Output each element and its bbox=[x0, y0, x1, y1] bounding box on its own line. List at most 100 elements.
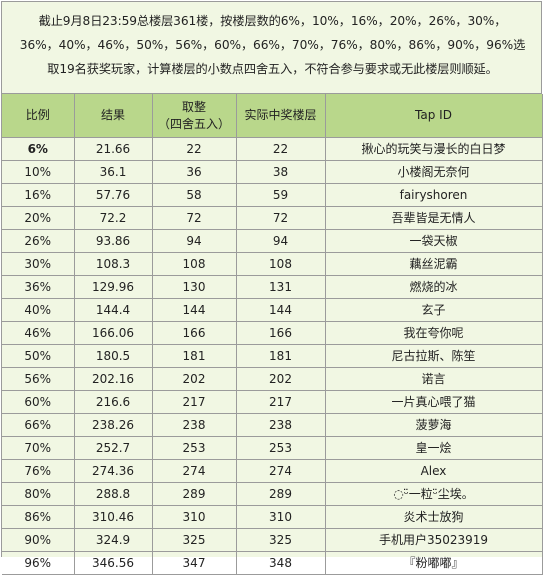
cell-result: 108.3 bbox=[74, 252, 153, 276]
cell-result: 216.6 bbox=[74, 390, 153, 414]
cell-result: 346.56 bbox=[74, 551, 153, 575]
table-row: 16% 57.76 58 59 fairyshoren bbox=[2, 183, 543, 207]
cell-ratio: 50% bbox=[2, 344, 75, 368]
cell-result: 144.4 bbox=[74, 298, 153, 322]
cell-actual-floor: 94 bbox=[236, 229, 326, 253]
table-row: 40% 144.4 144 144 玄子 bbox=[2, 298, 543, 322]
table-row: 76% 274.36 274 274 Alex bbox=[2, 459, 543, 483]
cell-actual-floor: 38 bbox=[236, 160, 326, 184]
table-row: 36% 129.96 130 131 燃烧的冰 bbox=[2, 275, 543, 299]
cell-tap-id: Alex bbox=[325, 459, 543, 483]
cell-rounded: 238 bbox=[152, 413, 237, 437]
table-row: 56% 202.16 202 202 诺言 bbox=[2, 367, 543, 391]
cell-ratio: 96% bbox=[2, 551, 75, 575]
cell-result: 166.06 bbox=[74, 321, 153, 345]
table-row: 96% 346.56 347 348 『粉嘟嘟』 bbox=[2, 551, 543, 575]
cell-tap-id: 『粉嘟嘟』 bbox=[325, 551, 543, 575]
cell-rounded: 22 bbox=[152, 137, 237, 161]
cell-tap-id: 藕丝泥霸 bbox=[325, 252, 543, 276]
cell-result: 93.86 bbox=[74, 229, 153, 253]
header-rounded: 取整 （四舍五入） bbox=[152, 94, 237, 138]
table-header-row: 比例 结果 取整 （四舍五入） 实际中奖楼层 Tap ID bbox=[2, 94, 543, 138]
cell-tap-id: 一袋天椒 bbox=[325, 229, 543, 253]
intro-line-1: 截止9月8日23:59总楼层361楼，按楼层数的6%，10%，16%，20%，2… bbox=[38, 14, 507, 28]
cell-ratio: 76% bbox=[2, 459, 75, 483]
cell-ratio: 46% bbox=[2, 321, 75, 345]
cell-result: 238.26 bbox=[74, 413, 153, 437]
cell-result: 288.8 bbox=[74, 482, 153, 506]
cell-ratio: 80% bbox=[2, 482, 75, 506]
cell-result: 21.66 bbox=[74, 137, 153, 161]
cell-tap-id: 小楼阁无奈何 bbox=[325, 160, 543, 184]
cell-rounded: 347 bbox=[152, 551, 237, 575]
header-rounded-line1: 取整 bbox=[181, 99, 206, 114]
cell-ratio: 10% bbox=[2, 160, 75, 184]
cell-rounded: 166 bbox=[152, 321, 237, 345]
cell-result: 129.96 bbox=[74, 275, 153, 299]
cell-tap-id: 一片真心喂了猫 bbox=[325, 390, 543, 414]
cell-result: 252.7 bbox=[74, 436, 153, 460]
table-row: 80% 288.8 289 289 ◌ᵕ̈一粒ᵕ̈尘埃。 bbox=[2, 482, 543, 506]
header-actual-floor: 实际中奖楼层 bbox=[236, 94, 326, 138]
cell-tap-id: 炎术士放狗 bbox=[325, 505, 543, 529]
cell-ratio: 86% bbox=[2, 505, 75, 529]
cell-result: 310.46 bbox=[74, 505, 153, 529]
cell-tap-id: ◌ᵕ̈一粒ᵕ̈尘埃。 bbox=[325, 482, 543, 506]
table-body: 6% 21.66 22 22 揪心的玩笑与漫长的白日梦 10% 36.1 36 … bbox=[2, 137, 543, 575]
cell-ratio: 6% bbox=[2, 137, 75, 161]
cell-actual-floor: 253 bbox=[236, 436, 326, 460]
cell-ratio: 40% bbox=[2, 298, 75, 322]
cell-rounded: 108 bbox=[152, 252, 237, 276]
intro-text: 截止9月8日23:59总楼层361楼，按楼层数的6%，10%，16%，20%，2… bbox=[2, 2, 542, 94]
cell-tap-id: fairyshoren bbox=[325, 183, 543, 207]
cell-actual-floor: 274 bbox=[236, 459, 326, 483]
cell-ratio: 20% bbox=[2, 206, 75, 230]
table-row: 86% 310.46 310 310 炎术士放狗 bbox=[2, 505, 543, 529]
cell-rounded: 144 bbox=[152, 298, 237, 322]
cell-tap-id: 诺言 bbox=[325, 367, 543, 391]
cell-ratio: 36% bbox=[2, 275, 75, 299]
cell-actual-floor: 131 bbox=[236, 275, 326, 299]
cell-tap-id: 皇一烩 bbox=[325, 436, 543, 460]
header-rounded-line2: （四舍五入） bbox=[157, 116, 230, 131]
cell-ratio: 26% bbox=[2, 229, 75, 253]
cell-tap-id: 揪心的玩笑与漫长的白日梦 bbox=[325, 137, 543, 161]
cell-actual-floor: 348 bbox=[236, 551, 326, 575]
cell-ratio: 70% bbox=[2, 436, 75, 460]
cell-result: 202.16 bbox=[74, 367, 153, 391]
cell-actual-floor: 238 bbox=[236, 413, 326, 437]
cell-tap-id: 吾辈皆是无情人 bbox=[325, 206, 543, 230]
cell-rounded: 217 bbox=[152, 390, 237, 414]
cell-result: 57.76 bbox=[74, 183, 153, 207]
cell-rounded: 72 bbox=[152, 206, 237, 230]
cell-result: 180.5 bbox=[74, 344, 153, 368]
cell-rounded: 325 bbox=[152, 528, 237, 552]
cell-rounded: 94 bbox=[152, 229, 237, 253]
table-row: 60% 216.6 217 217 一片真心喂了猫 bbox=[2, 390, 543, 414]
header-ratio: 比例 bbox=[2, 94, 75, 138]
table-row: 20% 72.2 72 72 吾辈皆是无情人 bbox=[2, 206, 543, 230]
cell-actual-floor: 181 bbox=[236, 344, 326, 368]
table-row: 90% 324.9 325 325 手机用户35023919 bbox=[2, 528, 543, 552]
cell-rounded: 202 bbox=[152, 367, 237, 391]
cell-actual-floor: 310 bbox=[236, 505, 326, 529]
cell-rounded: 130 bbox=[152, 275, 237, 299]
cell-ratio: 60% bbox=[2, 390, 75, 414]
cell-actual-floor: 217 bbox=[236, 390, 326, 414]
cell-result: 274.36 bbox=[74, 459, 153, 483]
cell-ratio: 56% bbox=[2, 367, 75, 391]
cell-result: 36.1 bbox=[74, 160, 153, 184]
cell-actual-floor: 108 bbox=[236, 252, 326, 276]
cell-rounded: 310 bbox=[152, 505, 237, 529]
table-row: 6% 21.66 22 22 揪心的玩笑与漫长的白日梦 bbox=[2, 137, 543, 161]
cell-rounded: 274 bbox=[152, 459, 237, 483]
cell-actual-floor: 59 bbox=[236, 183, 326, 207]
header-result: 结果 bbox=[74, 94, 153, 138]
cell-rounded: 58 bbox=[152, 183, 237, 207]
cell-ratio: 30% bbox=[2, 252, 75, 276]
table-row: 50% 180.5 181 181 尼古拉斯、陈笙 bbox=[2, 344, 543, 368]
cell-result: 324.9 bbox=[74, 528, 153, 552]
cell-actual-floor: 144 bbox=[236, 298, 326, 322]
cell-rounded: 181 bbox=[152, 344, 237, 368]
